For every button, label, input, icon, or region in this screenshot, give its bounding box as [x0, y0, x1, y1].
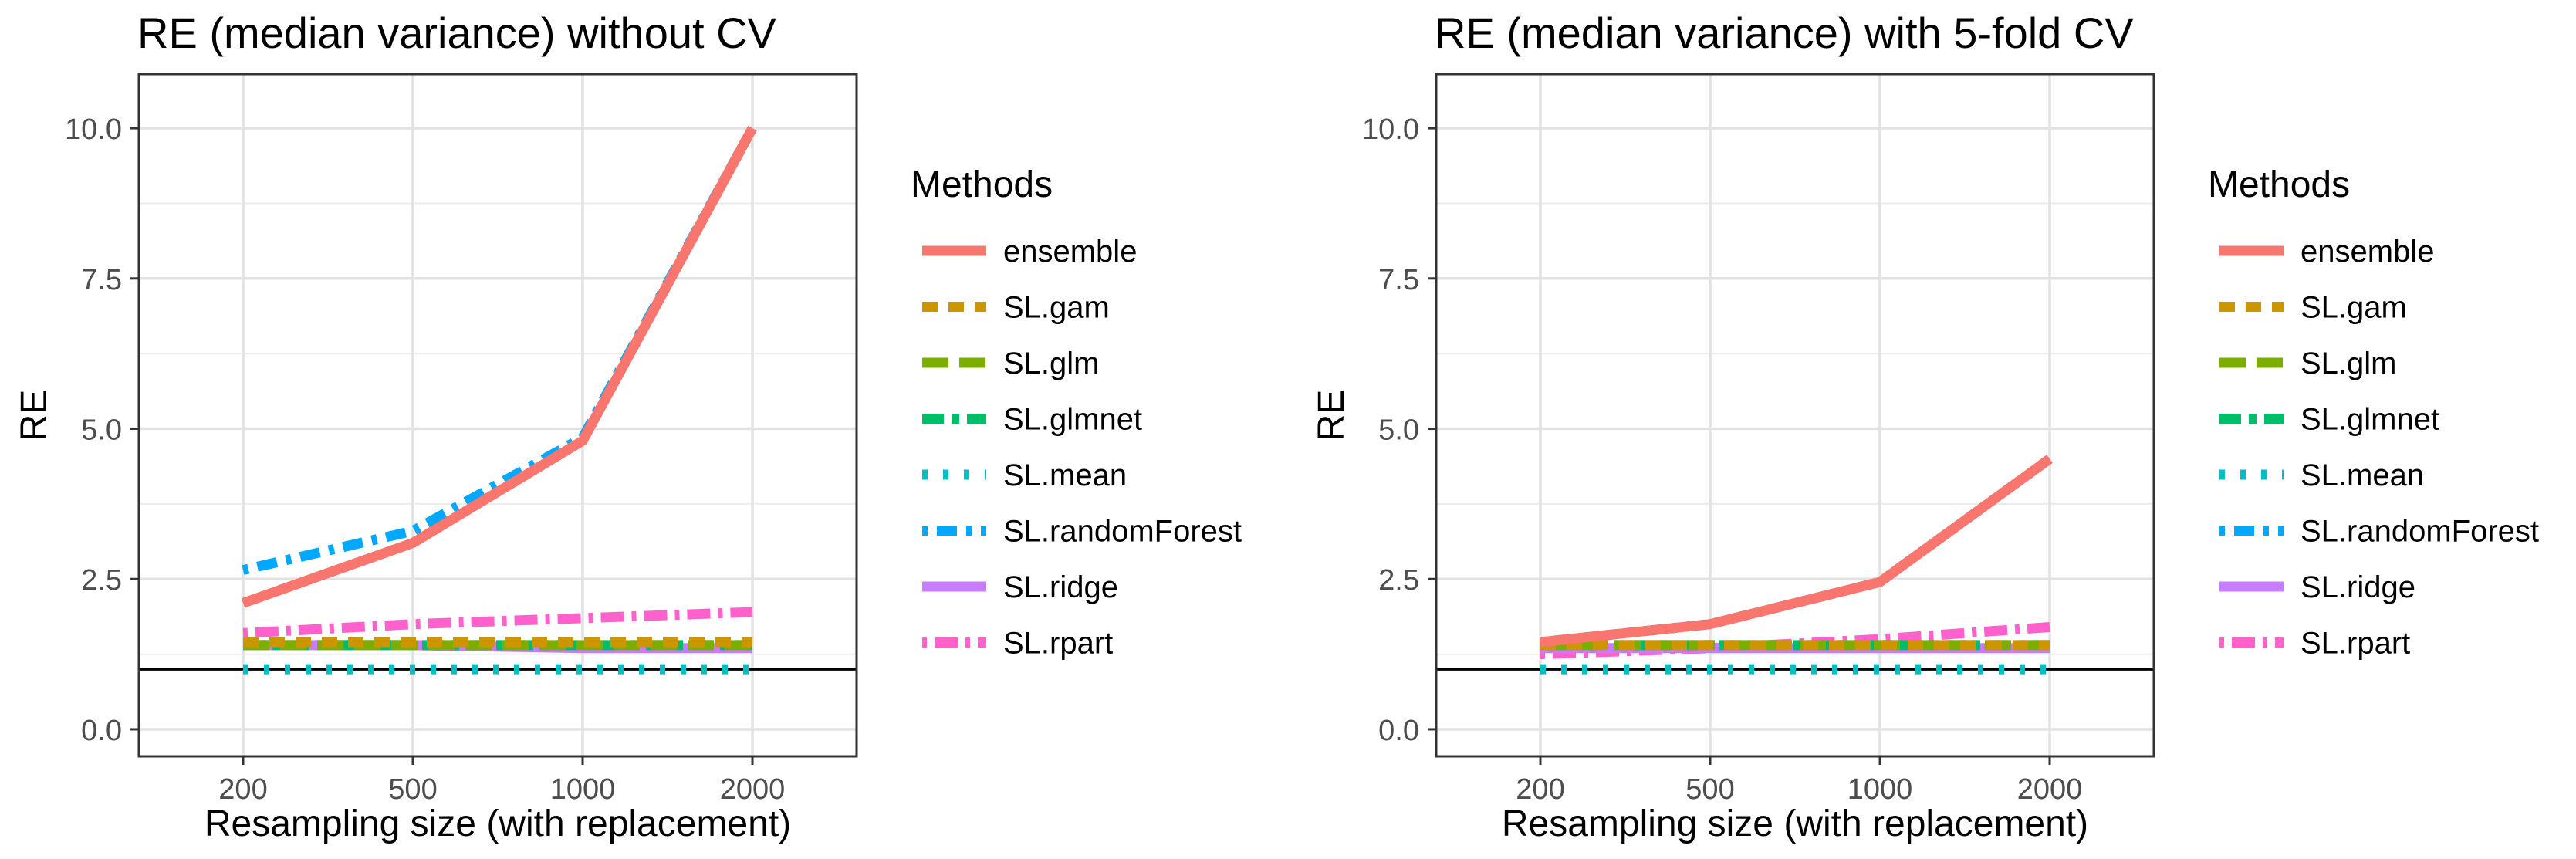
y-tick-label: 10.0 — [1362, 113, 1419, 146]
y-tick-label: 7.5 — [1378, 264, 1419, 296]
legend-label: SL.randomForest — [2300, 515, 2539, 549]
x-axis-title: Resampling size (with replacement) — [1502, 803, 2088, 844]
legend-title: Methods — [2208, 164, 2350, 205]
x-axis-title: Resampling size (with replacement) — [205, 803, 791, 844]
chart-title: RE (median variance) without CV — [137, 8, 777, 57]
x-tick-label: 200 — [218, 773, 267, 806]
legend-label: ensemble — [2300, 235, 2434, 269]
legend-title: Methods — [911, 164, 1053, 205]
x-tick-label: 2000 — [2017, 773, 2083, 806]
plot-border — [1435, 73, 2155, 758]
x-tick-label: 1000 — [1847, 773, 1913, 806]
legend-label: SL.rpart — [2300, 627, 2410, 661]
y-tick-label: 2.5 — [1378, 564, 1419, 597]
y-tick-label: 2.5 — [81, 564, 122, 597]
legend: Methods ensemble SL.gam SL.glm SL.glmnet SL.m… — [911, 164, 1242, 661]
legend: Methods ensemble SL.gam SL.glm SL.glmnet SL.m… — [2208, 164, 2539, 661]
legend-label: SL.gam — [2300, 291, 2407, 325]
panel-1: RE (median variance) without CV 0.0 2.5 5.0… — [14, 8, 1242, 844]
y-tick-label: 10.0 — [65, 113, 122, 146]
legend-label: SL.ridge — [2300, 570, 2415, 604]
legend-label: SL.gam — [1003, 291, 1110, 325]
y-tick-label: 5.0 — [1378, 414, 1419, 447]
legend-label: SL.mean — [2300, 458, 2424, 492]
legend-label: SL.ridge — [1003, 570, 1118, 604]
plot-border — [137, 73, 858, 758]
y-axis-title: RE — [1311, 390, 1352, 441]
panel-2: RE (median variance) with 5-fold CV 0.0 2.… — [1311, 8, 2539, 844]
x-tick-label: 500 — [1685, 773, 1734, 806]
series-line-ensemble — [241, 125, 757, 608]
legend-label: SL.rpart — [1003, 627, 1113, 661]
legend-label: SL.randomForest — [1003, 515, 1242, 549]
x-tick-label: 2000 — [720, 773, 786, 806]
legend-label: SL.glm — [2300, 347, 2397, 380]
chart-title: RE (median variance) with 5-fold CV — [1435, 8, 2134, 57]
legend-label: SL.mean — [1003, 458, 1127, 492]
y-tick-label: 7.5 — [81, 264, 122, 296]
legend-label: SL.glm — [1003, 347, 1100, 380]
x-tick-label: 500 — [388, 773, 437, 806]
y-tick-label: 5.0 — [81, 414, 122, 447]
y-tick-label: 0.0 — [81, 715, 122, 747]
legend-label: SL.glmnet — [2300, 403, 2439, 437]
series-line-ensemble — [1540, 455, 2053, 648]
legend-label: ensemble — [1003, 235, 1137, 269]
y-axis-title: RE — [14, 390, 55, 441]
x-tick-label: 200 — [1516, 773, 1564, 806]
x-tick-label: 1000 — [550, 773, 616, 806]
legend-label: SL.glmnet — [1003, 403, 1142, 437]
y-tick-label: 0.0 — [1378, 715, 1419, 747]
